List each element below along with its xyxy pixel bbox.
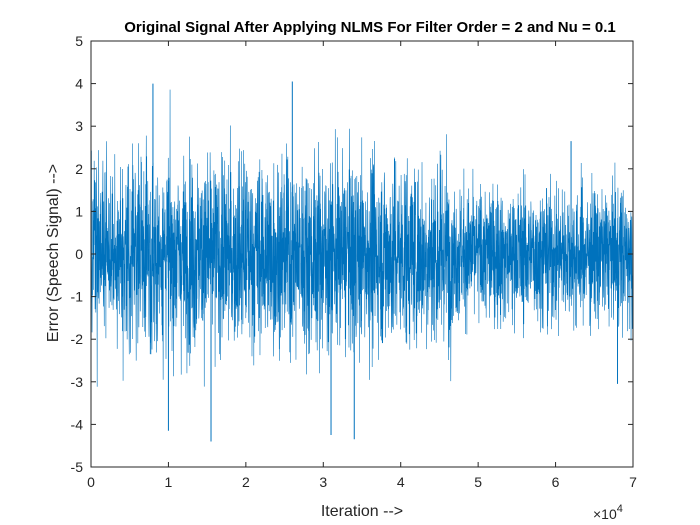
y-tick-label: 1 xyxy=(75,203,83,219)
x-tick-label: 1 xyxy=(165,474,173,490)
x-tick-label: 7 xyxy=(629,474,637,490)
y-tick-label: 5 xyxy=(75,33,83,49)
y-tick-label: 4 xyxy=(75,76,83,92)
chart-title: Original Signal After Applying NLMS For … xyxy=(124,19,615,36)
x-tick-label: 6 xyxy=(552,474,560,490)
x-tick-label: 4 xyxy=(397,474,405,490)
y-tick-label: 3 xyxy=(75,118,83,134)
x-axis-exponent: ×104 xyxy=(593,503,623,522)
axes: 0 1 2 3 4 5 6 7 -5 -4 -3 -2 -1 0 1 2 3 4 5 xyxy=(71,33,638,490)
y-tick-label: -2 xyxy=(71,331,84,347)
x-tick-label: 0 xyxy=(87,474,95,490)
x-axis-exponent-base: ×10 xyxy=(593,506,617,522)
y-tick-label: -4 xyxy=(71,416,84,432)
y-tick-label: 2 xyxy=(75,161,83,177)
x-tick-label: 5 xyxy=(474,474,482,490)
x-axis-exponent-power: 4 xyxy=(617,503,623,515)
y-tick-label: 0 xyxy=(75,246,83,262)
y-tick-label: -3 xyxy=(71,374,84,390)
y-tick-label: -5 xyxy=(71,459,84,475)
signal-series-line xyxy=(90,89,634,387)
x-tick-label: 2 xyxy=(242,474,250,490)
y-tick-label: -1 xyxy=(71,289,84,305)
plot-area xyxy=(90,81,634,442)
x-tick-label: 3 xyxy=(319,474,327,490)
x-axis-label: Iteration --> xyxy=(321,503,403,520)
y-axis-label: Error (Speech Signal) --> xyxy=(45,164,62,342)
